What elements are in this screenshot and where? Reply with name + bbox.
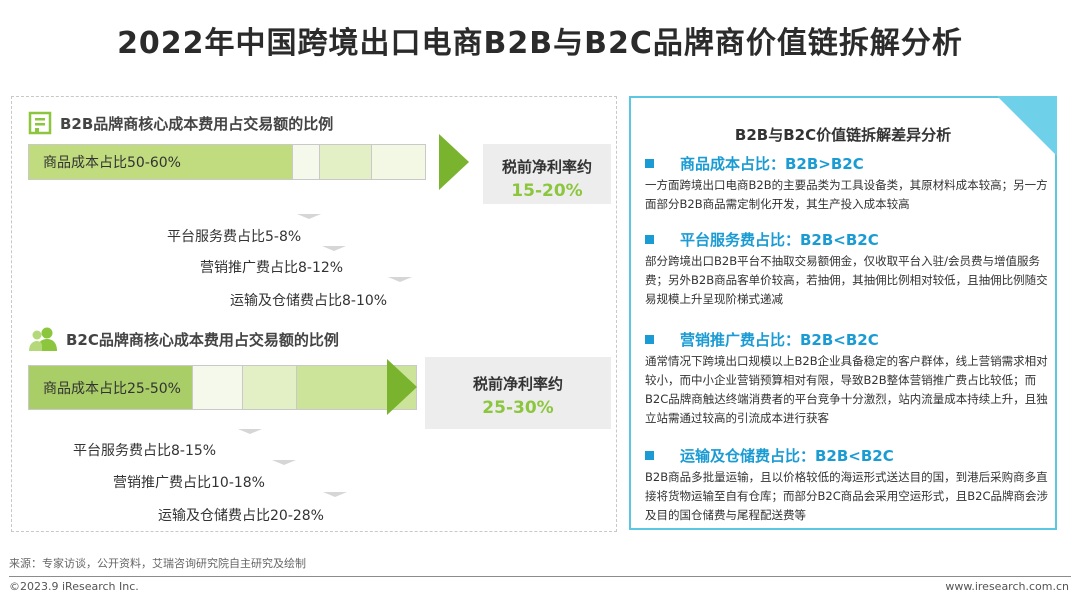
b2b-step-chevron-2 [322,246,346,251]
b2c-section-heading: B2C品牌商核心成本费用占交易额的比例 [28,326,339,352]
b2b-marketing-segment [319,145,373,179]
diff-item-2-body: 部分跨境出口B2B平台不抽取交易额佣金，仅收取平台入驻/会员费与增值服务费；另外… [645,254,1048,306]
b2b-heading-text: B2B品牌商核心成本费用占交易额的比例 [60,114,334,133]
copyright-text: ©2023.9 iResearch Inc. [9,580,139,593]
b2c-profit-value: 25-30% [482,398,554,418]
cost-structure-panel: B2B品牌商核心成本费用占交易额的比例 商品成本占比50-60% 税前净利率约 … [11,96,617,532]
website-link[interactable]: www.iresearch.com.cn [945,580,1069,593]
diff-item-3-body: 通常情况下跨境出口规模以上B2B企业具备稳定的客户群体，线上营销需求相对较小，而… [645,354,1048,425]
b2b-product-cost-segment: 商品成本占比50-60% [29,145,293,179]
b2b-profit-label: 税前净利率约 [501,158,592,176]
b2c-step-chevron-1 [238,429,262,434]
corner-decoration [997,96,1057,156]
b2b-logistics-segment [372,145,425,179]
b2b-cost-bar: 商品成本占比50-60% [28,144,426,180]
b2c-profit-label: 税前净利率约 [472,375,563,393]
bullet-square-icon [645,335,654,344]
b2b-logistics-line: 运输及仓储费占比8-10% [230,293,388,309]
b2c-result-arrow [387,359,417,415]
b2b-marketing-line: 营销推广费占比8-12% [200,260,344,276]
diff-item-2-heading: 平台服务费占比：B2B<B2C [645,229,879,250]
b2c-cost-bar: 商品成本占比25-50% [28,365,417,410]
bullet-square-icon [645,159,654,168]
page-title: 2022年中国跨境出口电商B2B与B2C品牌商价值链拆解分析 [117,26,963,61]
difference-analysis-panel: B2B与B2C价值链拆解差异分析 商品成本占比：B2B>B2C 一方面跨境出口电… [629,96,1057,530]
b2b-platform-fee-line: 平台服务费占比5-8% [167,229,302,245]
bullet-square-icon [645,235,654,244]
b2c-profit-box: 税前净利率约 25-30% [425,357,611,429]
b2c-heading-text: B2C品牌商核心成本费用占交易额的比例 [66,330,339,349]
b2b-section-heading: B2B品牌商核心成本费用占交易额的比例 [28,111,333,135]
b2b-profit-box: 税前净利率约 15-20% [483,144,611,204]
diff-item-4-heading-text: 运输及仓储费占比：B2B<B2C [680,447,894,465]
diff-item-1-heading-text: 商品成本占比：B2B>B2C [680,155,864,173]
users-icon [29,327,57,351]
diff-item-4-body: B2B商品多批量运输，且以价格较低的海运形式送达目的国，到港后采购商多直接将货物… [645,470,1048,522]
b2c-logistics-line: 运输及仓储费占比20-28% [158,508,324,524]
b2c-step-chevron-3 [323,492,347,497]
b2c-product-cost-segment: 商品成本占比25-50% [29,366,194,409]
diff-item-1-body: 一方面跨境出口电商B2B的主要品类为工具设备类，其原材料成本较高；另一方面部分B… [645,178,1048,211]
b2b-result-arrow [439,134,469,190]
building-icon [28,111,52,135]
b2b-profit-value: 15-20% [511,181,583,201]
b2c-step-chevron-2 [272,460,296,465]
bullet-square-icon [645,451,654,460]
b2c-marketing-segment [242,366,297,409]
diff-item-4-heading: 运输及仓储费占比：B2B<B2C [645,445,894,466]
b2b-platform-fee-segment [292,145,320,179]
footer-divider [9,576,1071,577]
difference-panel-title: B2B与B2C价值链拆解差异分析 [734,126,952,144]
b2c-marketing-line: 营销推广费占比10-18% [113,475,265,491]
source-note: 来源：专家访谈，公开资料，艾瑞咨询研究院自主研究及绘制 [9,557,306,570]
diff-item-2-heading-text: 平台服务费占比：B2B<B2C [680,231,879,249]
diff-item-3-heading: 营销推广费占比：B2B<B2C [645,329,879,350]
b2c-platform-fee-line: 平台服务费占比8-15% [73,443,217,459]
b2c-platform-fee-segment [193,366,243,409]
b2b-step-chevron-1 [297,214,321,219]
diff-item-3-heading-text: 营销推广费占比：B2B<B2C [680,331,879,349]
diff-item-1-heading: 商品成本占比：B2B>B2C [645,153,864,174]
b2b-step-chevron-3 [388,277,412,282]
